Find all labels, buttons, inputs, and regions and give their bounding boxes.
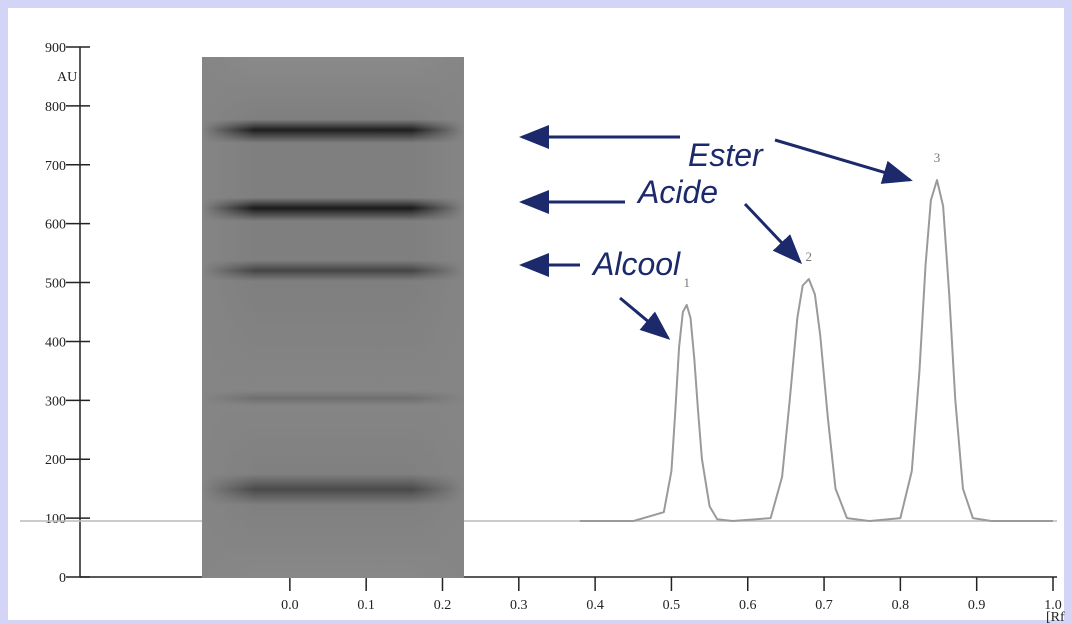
x-tick-label: 0.8 <box>892 598 910 613</box>
y-tick-label: 0 <box>59 571 66 586</box>
y-tick-label: 200 <box>45 453 66 468</box>
panel <box>8 8 1064 620</box>
y-tick-label: 600 <box>45 218 66 233</box>
x-tick-label: 1.0 <box>1044 598 1062 613</box>
arrow <box>743 202 803 265</box>
annotation: Alcool <box>591 246 681 282</box>
x-axis-label: [Rf <box>1046 610 1065 624</box>
x-tick-label: 0.6 <box>739 598 757 613</box>
axes: 0 100 200 300 400 500 600 700 800 900 AU 0.0 0.1 0.2 0… <box>20 41 1065 624</box>
x-tick-label: 0.5 <box>663 598 681 613</box>
arrows <box>519 125 913 340</box>
y-tick-label: 100 <box>45 512 66 527</box>
arrow <box>774 138 913 184</box>
x-tick-label: 0.7 <box>815 598 833 613</box>
y-tick-label: 700 <box>45 159 66 174</box>
x-tick-label: 0.3 <box>510 598 528 613</box>
y-tick-label: 900 <box>45 41 66 56</box>
peak-label: 1 <box>683 275 690 290</box>
x-tick-label: 0.4 <box>586 598 604 613</box>
y-tick-label: 500 <box>45 277 66 292</box>
y-axis-label: AU <box>57 70 77 85</box>
arrow <box>619 296 671 340</box>
x-tick-label: 0.0 <box>281 598 299 613</box>
x-tick-label: 0.9 <box>968 598 986 613</box>
y-tick-label: 400 <box>45 335 66 350</box>
x-tick-label: 0.1 <box>357 598 375 613</box>
annotation: Acide <box>636 174 718 210</box>
x-tick-label: 0.2 <box>434 598 452 613</box>
y-tick-label: 300 <box>45 394 66 409</box>
annotation: Ester <box>688 137 764 173</box>
y-tick-label: 800 <box>45 100 66 115</box>
line <box>579 179 1053 523</box>
peak-label: 2 <box>806 249 813 264</box>
tlc-plate-edge <box>202 57 464 578</box>
peak-label: 3 <box>934 150 941 165</box>
